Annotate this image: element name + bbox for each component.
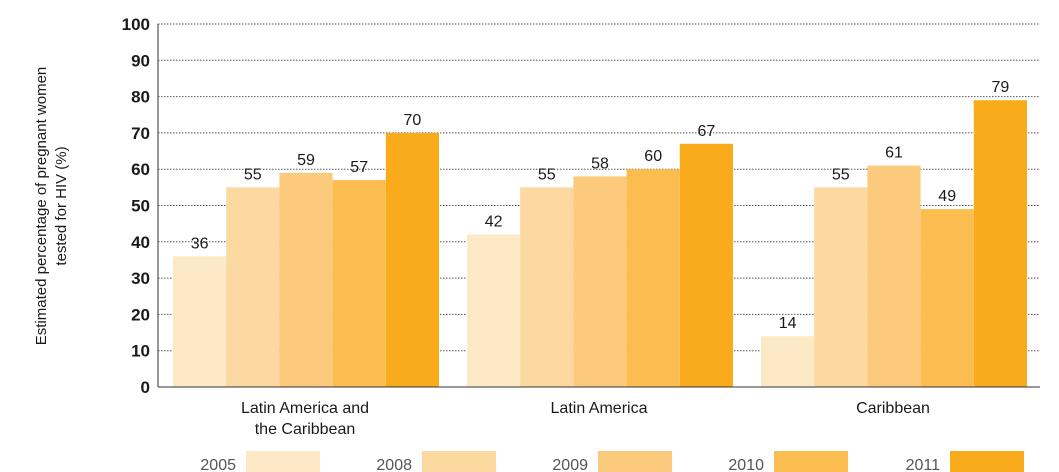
data-label: 67 <box>698 123 716 140</box>
bar-2005-1 <box>467 234 521 387</box>
y-tick-label: 20 <box>131 305 150 324</box>
bar-2008-2 <box>814 187 868 387</box>
y-axis-ticks: 0 10 20 30 40 50 60 70 80 90 100 <box>122 15 150 397</box>
bar-2011-1 <box>679 143 733 387</box>
data-label: 36 <box>191 235 209 252</box>
legend-label: 2011 <box>906 457 941 472</box>
data-label: 70 <box>404 112 422 129</box>
data-label: 60 <box>644 148 662 165</box>
bar-2011-2 <box>973 100 1027 387</box>
legend-label: 2010 <box>728 457 764 472</box>
category-label: Latin America <box>551 400 648 417</box>
bar-2008-1 <box>520 187 574 387</box>
bar-2009-1 <box>573 176 627 387</box>
category-label: the Caribbean <box>255 421 356 438</box>
axes <box>157 24 1040 388</box>
legend-label: 2005 <box>200 457 236 472</box>
y-tick-label: 10 <box>131 342 150 361</box>
data-label: 55 <box>244 166 262 183</box>
data-label: 49 <box>938 188 956 205</box>
bars <box>173 100 1027 387</box>
legend-swatch-2005 <box>246 451 320 472</box>
y-axis-label: Estimated percentage of pregnant women te… <box>33 67 70 346</box>
data-label: 59 <box>297 152 315 169</box>
bar-2010-2 <box>920 209 974 387</box>
y-tick-label: 40 <box>131 233 150 252</box>
data-label: 14 <box>779 315 797 332</box>
y-axis-label-line: tested for HIV (%) <box>53 146 70 265</box>
y-tick-label: 50 <box>131 197 150 216</box>
legend-label: 2009 <box>552 457 588 472</box>
category-label: Latin America and <box>241 400 369 417</box>
bar-2005-0 <box>173 256 227 387</box>
y-tick-label: 90 <box>131 51 150 70</box>
bar-2009-2 <box>867 165 921 387</box>
legend-swatch-2009 <box>598 451 672 472</box>
data-label: 58 <box>591 155 609 172</box>
y-tick-label: 60 <box>131 160 150 179</box>
y-tick-label: 30 <box>131 269 150 288</box>
bar-2009-0 <box>279 172 333 387</box>
y-axis-label-line: Estimated percentage of pregnant women <box>33 67 50 346</box>
bar-2008-0 <box>226 187 280 387</box>
bar-2010-0 <box>332 180 386 387</box>
legend-label: 2008 <box>376 457 412 472</box>
legend-swatch-2010 <box>774 451 848 472</box>
bar-2005-2 <box>761 336 815 387</box>
y-tick-label: 100 <box>122 15 150 34</box>
legend-swatch-2011 <box>950 451 1024 472</box>
category-label: Caribbean <box>856 400 930 417</box>
y-tick-label: 80 <box>131 88 150 107</box>
data-label: 55 <box>832 166 850 183</box>
y-tick-label: 0 <box>141 378 150 397</box>
data-label: 57 <box>350 159 368 176</box>
data-label: 55 <box>538 166 556 183</box>
bar-2011-0 <box>385 132 439 387</box>
data-label: 79 <box>992 79 1010 96</box>
bar-2010-1 <box>626 169 680 387</box>
legend-swatch-2008 <box>422 451 496 472</box>
data-label: 61 <box>885 145 903 162</box>
y-tick-label: 70 <box>131 124 150 143</box>
data-labels: 36 55 59 57 70 42 55 58 60 67 14 55 61 49 79 <box>191 79 1010 332</box>
legend: 2005 2008 2009 2010 2011 <box>200 451 1024 472</box>
data-label: 42 <box>485 214 503 231</box>
x-axis-categories: Latin America and the Caribbean Latin Amer… <box>241 400 930 438</box>
